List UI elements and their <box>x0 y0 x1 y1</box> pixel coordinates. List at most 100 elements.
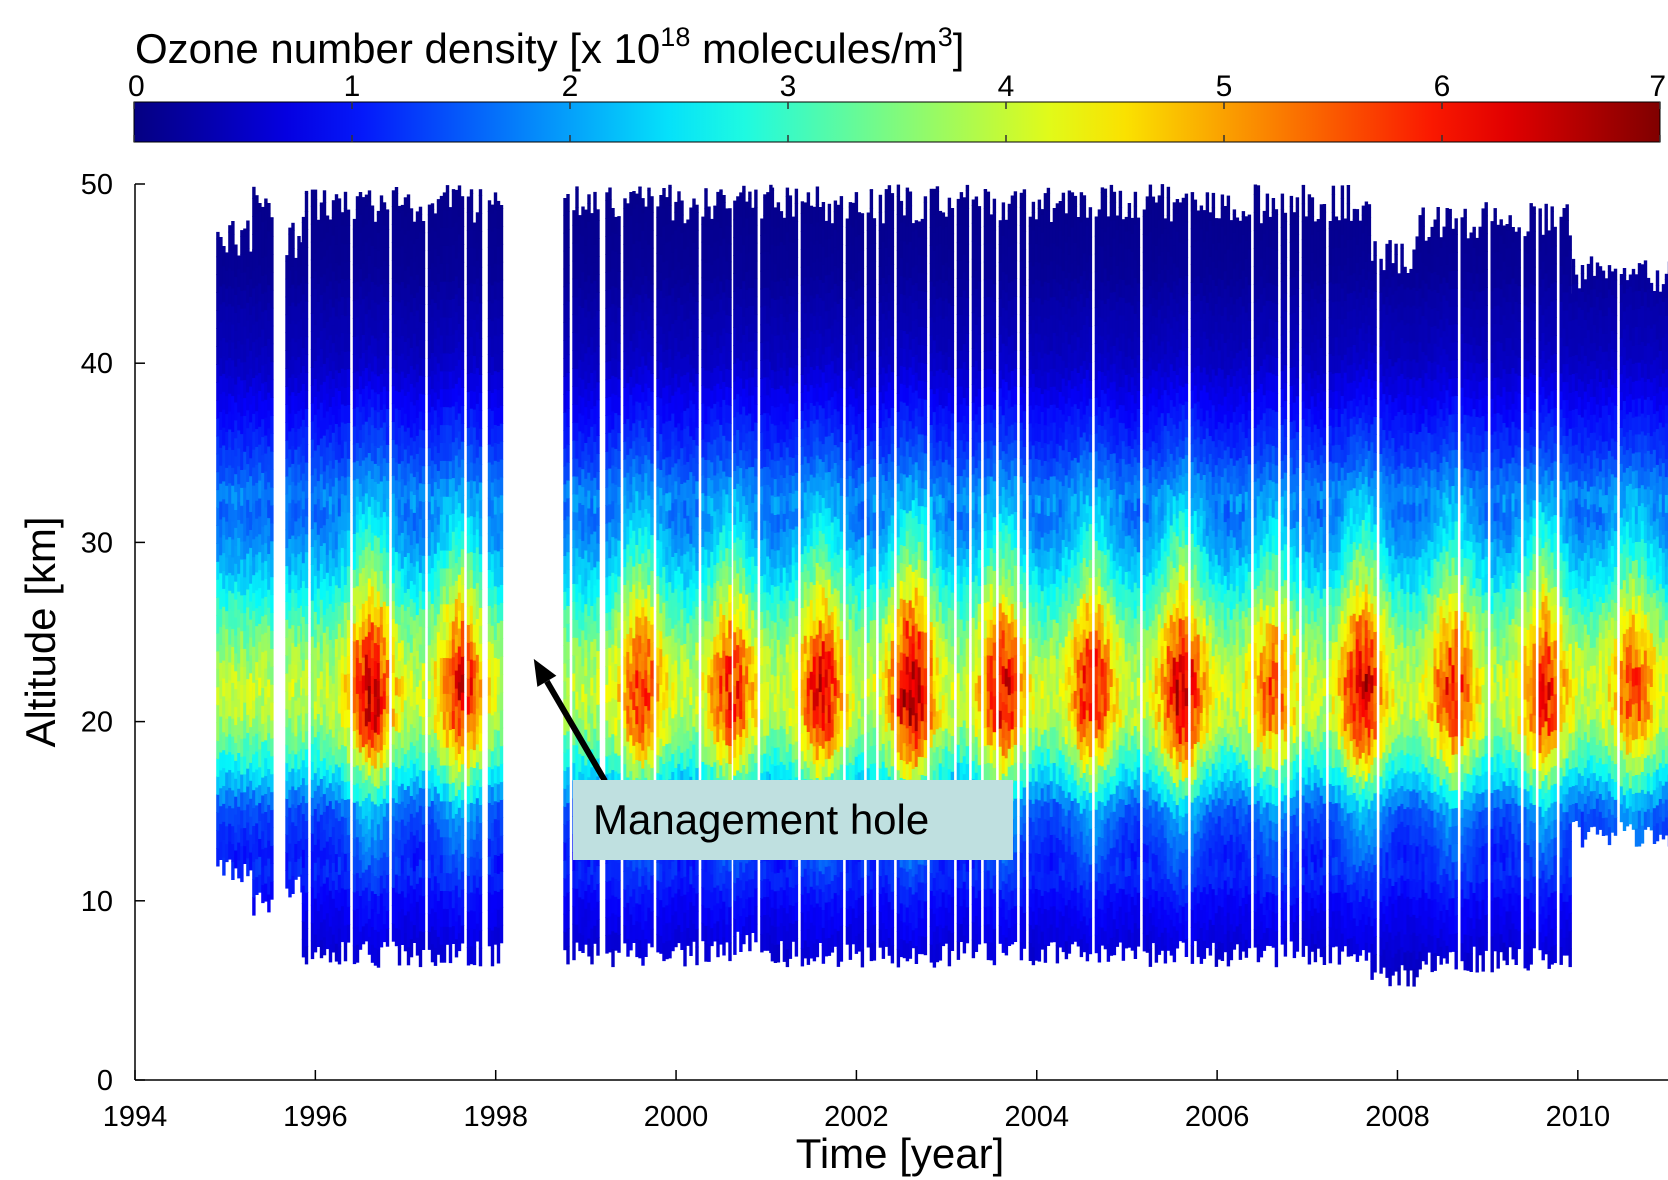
heatmap-cell <box>267 858 271 877</box>
heatmap-cell <box>255 571 259 591</box>
heatmap-cell <box>641 266 645 285</box>
heatmap-cell <box>436 506 441 525</box>
heatmap-cell <box>313 270 318 290</box>
heatmap-cell <box>270 845 274 864</box>
heatmap-cell <box>385 390 390 410</box>
heatmap-cell <box>240 720 244 739</box>
heatmap-cell <box>623 602 627 621</box>
heatmap-cell <box>361 477 366 497</box>
heatmap-cell <box>385 766 390 786</box>
heatmap-cell <box>331 611 336 630</box>
heatmap-cell <box>225 377 229 397</box>
heatmap-cell <box>445 406 450 426</box>
heatmap-cell <box>252 789 256 809</box>
heatmap-cell <box>460 584 465 603</box>
heatmap-cell <box>337 533 342 553</box>
heatmap-cell <box>427 788 432 807</box>
profile-column <box>219 237 223 860</box>
heatmap-cell <box>252 234 256 253</box>
heatmap-cell <box>451 656 456 676</box>
heatmap-cell <box>391 439 396 458</box>
heatmap-cell <box>367 190 372 203</box>
heatmap-cell <box>566 229 570 248</box>
heatmap-cell <box>352 479 357 499</box>
heatmap-cell <box>418 482 423 502</box>
heatmap-cell <box>352 533 357 552</box>
heatmap-cell <box>231 825 235 845</box>
heatmap-cell <box>469 533 474 553</box>
heatmap-cell <box>457 717 462 737</box>
heatmap-cell <box>397 534 402 554</box>
heatmap-cell <box>566 892 570 911</box>
heatmap-cell <box>367 309 372 328</box>
heatmap-cell <box>454 885 459 904</box>
heatmap-cell <box>641 588 645 608</box>
heatmap-cell <box>304 802 309 821</box>
heatmap-cell <box>457 628 462 647</box>
heatmap-cell <box>668 509 672 529</box>
heatmap-cell <box>391 905 396 924</box>
heatmap-cell <box>397 284 402 303</box>
heatmap-cell <box>400 801 405 820</box>
heatmap-cell <box>563 358 567 377</box>
heatmap-cell <box>415 596 420 616</box>
heatmap-cell <box>433 660 438 680</box>
heatmap-cell <box>397 391 402 410</box>
heatmap-cell <box>668 617 672 636</box>
heatmap-cell <box>373 337 378 357</box>
heatmap-cell <box>403 251 408 271</box>
heatmap-cell <box>626 526 630 545</box>
heatmap-cell <box>367 739 372 758</box>
heatmap-cell <box>638 635 642 654</box>
heatmap-cell <box>671 681 675 701</box>
heatmap-cell <box>285 762 289 782</box>
heatmap-cell <box>310 922 315 942</box>
heatmap-cell <box>454 419 459 438</box>
heatmap-cell <box>436 900 441 919</box>
heatmap-cell <box>255 643 259 663</box>
heatmap-cell <box>337 659 342 678</box>
heatmap-cell <box>460 333 465 353</box>
heatmap-cell <box>469 300 474 320</box>
heatmap-cell <box>261 687 265 706</box>
heatmap-cell <box>234 724 238 743</box>
heatmap-cell <box>373 409 378 429</box>
heatmap-cell <box>391 708 396 727</box>
heatmap-cell <box>219 237 223 251</box>
heatmap-cell <box>668 205 672 224</box>
heatmap-cell <box>430 764 435 784</box>
heatmap-cell <box>490 428 495 447</box>
heatmap-cell <box>656 432 660 451</box>
heatmap-cell <box>397 319 402 339</box>
heatmap-cell <box>593 566 597 586</box>
heatmap-cell <box>310 403 315 422</box>
heatmap-cell <box>611 948 615 968</box>
heatmap-cell <box>617 307 621 326</box>
heatmap-cell <box>668 904 672 923</box>
heatmap-cell <box>475 349 480 369</box>
heatmap-cell <box>397 660 402 679</box>
heatmap-cell <box>496 497 501 516</box>
heatmap-cell <box>270 540 274 560</box>
heatmap-cell <box>331 450 336 469</box>
heatmap-cell <box>301 401 306 420</box>
heatmap-cell <box>575 422 579 441</box>
heatmap-cell <box>421 483 426 502</box>
heatmap-cell <box>297 338 301 358</box>
heatmap-cell <box>460 279 465 299</box>
heatmap-cell <box>231 807 235 827</box>
heatmap-cell <box>466 821 471 841</box>
heatmap-cell <box>291 552 295 572</box>
heatmap-cell <box>496 317 501 337</box>
heatmap-cell <box>240 738 244 757</box>
heatmap-cell <box>406 480 411 500</box>
heatmap-cell <box>337 641 342 660</box>
heatmap-cell <box>394 712 399 732</box>
heatmap-cell <box>322 327 327 347</box>
heatmap-cell <box>436 380 441 400</box>
heatmap-cell <box>343 315 348 335</box>
profile-column <box>367 190 372 955</box>
heatmap-cell <box>412 834 417 854</box>
heatmap-cell <box>382 511 387 530</box>
heatmap-cell <box>237 519 241 538</box>
